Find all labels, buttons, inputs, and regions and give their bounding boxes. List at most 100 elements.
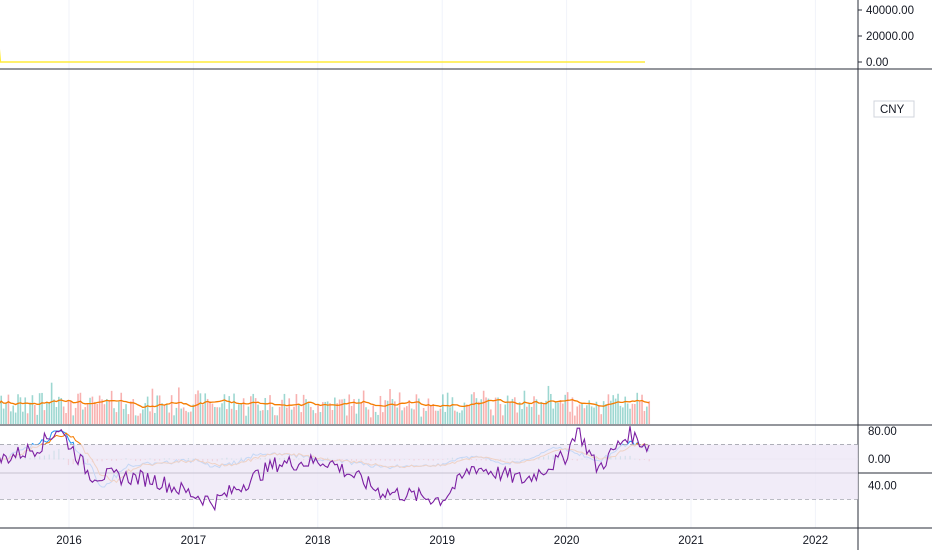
volume-bar — [626, 403, 629, 424]
volume-bar — [149, 411, 151, 424]
rsi-tick-label: 40.00 — [868, 481, 897, 493]
volume-bar — [156, 395, 159, 424]
volume-bar — [343, 398, 346, 424]
volume-bar — [94, 401, 96, 424]
volume-bar — [199, 393, 202, 424]
price-tick-label: 20000.00 — [866, 31, 914, 43]
volume-bar — [583, 408, 586, 424]
volume-bar — [79, 392, 82, 424]
volume-bar — [370, 417, 372, 424]
time-tick-label: 2017 — [181, 535, 207, 547]
time-tick-label: 2021 — [678, 535, 704, 547]
volume-bar — [521, 409, 523, 424]
volume-bar — [101, 399, 103, 424]
volume-bar — [166, 403, 168, 424]
volume-bar — [490, 409, 492, 424]
volume-bar — [298, 405, 300, 424]
volume-bar — [456, 411, 459, 424]
volume-bar — [566, 392, 569, 424]
volume-bar — [144, 403, 147, 424]
volume-bar — [194, 394, 197, 424]
volume-bar — [218, 407, 221, 424]
volume-bar — [475, 398, 478, 424]
volume-bar — [396, 407, 399, 424]
volume-bar — [41, 392, 43, 424]
volume-bar — [245, 415, 247, 424]
volume-bar — [293, 406, 295, 424]
volume-bar — [170, 395, 173, 424]
volume-bar — [118, 401, 120, 424]
volume-bar — [252, 393, 255, 424]
volume-bar — [492, 415, 495, 424]
volume-bar — [82, 409, 84, 424]
volume-bar — [310, 406, 312, 424]
volume-bar — [374, 411, 377, 424]
volume-bar — [26, 413, 29, 424]
volume-bar — [115, 412, 118, 424]
volume-bar — [336, 403, 339, 424]
volume-bar — [377, 414, 379, 424]
time-tick-label: 2016 — [56, 535, 82, 547]
volume-bar — [70, 401, 72, 424]
volume-bar — [91, 396, 94, 424]
volume-bar — [413, 409, 415, 424]
volume-bar — [106, 398, 108, 424]
volume-bar — [139, 413, 142, 424]
volume-bar — [113, 408, 115, 424]
volume-bar — [122, 408, 125, 424]
volume-bar — [142, 409, 144, 424]
volume-bar — [307, 401, 310, 424]
volume-bar — [514, 397, 516, 424]
volume-bar — [288, 398, 291, 424]
time-axis[interactable]: 2016 2017 2018 2019 2020 2021 2022 — [56, 535, 828, 547]
volume-bar — [550, 393, 552, 424]
volume-bar — [214, 407, 216, 424]
volume-bar — [542, 403, 545, 424]
volume-bar — [72, 415, 75, 424]
volume-bar — [226, 409, 228, 424]
volume-bars — [0, 382, 651, 424]
volume-bar — [158, 395, 161, 424]
volume-bar — [187, 412, 190, 424]
volume-bar — [461, 410, 463, 424]
volume-bar — [593, 407, 595, 424]
volume-bar — [65, 413, 67, 424]
volume-bar — [338, 399, 341, 424]
volume-bar — [173, 415, 175, 424]
volume-bar — [422, 407, 425, 424]
volume-bar — [192, 404, 195, 424]
price-axis[interactable]: 40000.0020000.000.0052.0048.0044.0040.00… — [858, 0, 914, 493]
volume-bar — [269, 395, 271, 424]
volume-bar — [634, 404, 636, 424]
volume-bar — [590, 406, 593, 424]
volume-bar — [233, 393, 235, 424]
volume-bar — [389, 389, 391, 424]
volume-bar — [528, 404, 531, 424]
volume-bar — [266, 410, 269, 424]
volume-bar — [74, 407, 77, 424]
volume-bar — [494, 397, 497, 424]
volume-bar — [242, 398, 245, 424]
volume-bar — [10, 411, 12, 424]
volume-bar — [130, 401, 132, 424]
volume-bar — [636, 392, 639, 424]
volume-bar — [449, 407, 451, 424]
volume-bar — [34, 404, 36, 424]
top-indicator-panel — [0, 48, 645, 63]
volume-bar — [250, 396, 252, 424]
volume-bar — [24, 397, 27, 424]
volume-bar — [602, 401, 605, 424]
volume-bar — [98, 395, 101, 424]
rsi-tick-label: 80.00 — [868, 426, 897, 438]
volume-bar — [586, 405, 588, 424]
volume-bar — [19, 397, 22, 424]
volume-bar — [48, 403, 51, 424]
volume-bar — [480, 399, 483, 424]
currency-box[interactable]: CNY — [873, 100, 915, 118]
volume-bar — [204, 393, 207, 424]
volume-bar — [283, 393, 286, 424]
volume-bar — [55, 407, 58, 424]
volume-bar — [485, 397, 487, 424]
volume-bar — [576, 406, 579, 424]
